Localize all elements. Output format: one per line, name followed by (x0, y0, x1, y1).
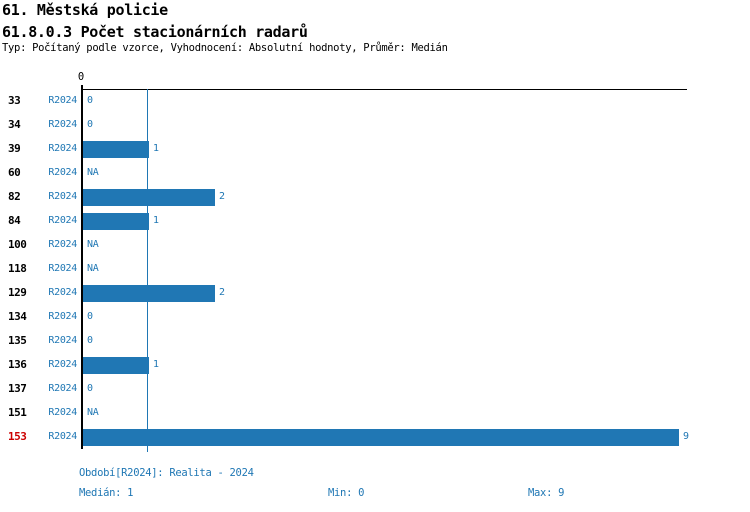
bar (83, 285, 215, 302)
bar (83, 213, 149, 230)
row-period-label: R2024 (48, 239, 77, 250)
row-category-label: 129 (8, 286, 27, 299)
bar-value-label: 2 (219, 287, 225, 298)
row-period-label: R2024 (48, 383, 77, 394)
stat-min: Min: 0 (328, 487, 365, 499)
row-category-label: 60 (8, 166, 21, 179)
legend-period-text: Období[R2024]: Realita - 2024 (79, 467, 254, 479)
indicator-meta-text: Typ: Počítaný podle vzorce, Vyhodnocení:… (2, 42, 448, 54)
row-category-label: 33 (8, 94, 21, 107)
y-axis-line (81, 85, 83, 449)
row-category-label: 151 (8, 406, 27, 419)
row-period-label: R2024 (48, 143, 77, 154)
bar-value-label: 2 (219, 191, 225, 202)
bar-value-label: NA (87, 239, 99, 250)
bar-value-label: 0 (87, 335, 93, 346)
row-period-label: R2024 (48, 359, 77, 370)
row-period-label: R2024 (48, 287, 77, 298)
row-category-label: 82 (8, 190, 21, 203)
row-category-label: 134 (8, 310, 27, 323)
indicator-title: 61.8.0.3 Počet stacionárních radarů (2, 23, 308, 41)
stat-median: Medián: 1 (79, 487, 134, 499)
row-category-label: 137 (8, 382, 27, 395)
row-period-label: R2024 (48, 95, 77, 106)
row-period-label: R2024 (48, 263, 77, 274)
row-period-label: R2024 (48, 335, 77, 346)
row-period-label: R2024 (48, 119, 77, 130)
bar-value-label: 0 (87, 311, 93, 322)
row-category-label: 135 (8, 334, 27, 347)
bar-value-label: 0 (87, 119, 93, 130)
row-period-label: R2024 (48, 407, 77, 418)
bar-value-label: 1 (153, 359, 159, 370)
bar-value-label: NA (87, 263, 99, 274)
bar (83, 429, 679, 446)
bar-value-label: 1 (153, 143, 159, 154)
row-category-label: 100 (8, 238, 27, 251)
row-period-label: R2024 (48, 311, 77, 322)
row-period-label: R2024 (48, 191, 77, 202)
bar-value-label: 0 (87, 95, 93, 106)
x-axis-line (81, 89, 687, 90)
bar-value-label: NA (87, 167, 99, 178)
row-period-label: R2024 (48, 215, 77, 226)
row-category-label: 39 (8, 142, 21, 155)
bar (83, 189, 215, 206)
bar-value-label: NA (87, 407, 99, 418)
row-category-label: 153 (8, 430, 27, 443)
row-period-label: R2024 (48, 167, 77, 178)
row-category-label: 118 (8, 262, 27, 275)
bar-value-label: 1 (153, 215, 159, 226)
page-title: 61. Městská policie (2, 1, 168, 19)
row-category-label: 84 (8, 214, 21, 227)
row-period-label: R2024 (48, 431, 77, 442)
row-category-label: 136 (8, 358, 27, 371)
bar (83, 357, 149, 374)
median-reference-line (147, 89, 148, 452)
row-category-label: 34 (8, 118, 21, 131)
stat-max: Max: 9 (528, 487, 565, 499)
bar-value-label: 9 (683, 431, 689, 442)
x-axis-tick-label-zero: 0 (77, 71, 85, 83)
bar-value-label: 0 (87, 383, 93, 394)
bar (83, 141, 149, 158)
